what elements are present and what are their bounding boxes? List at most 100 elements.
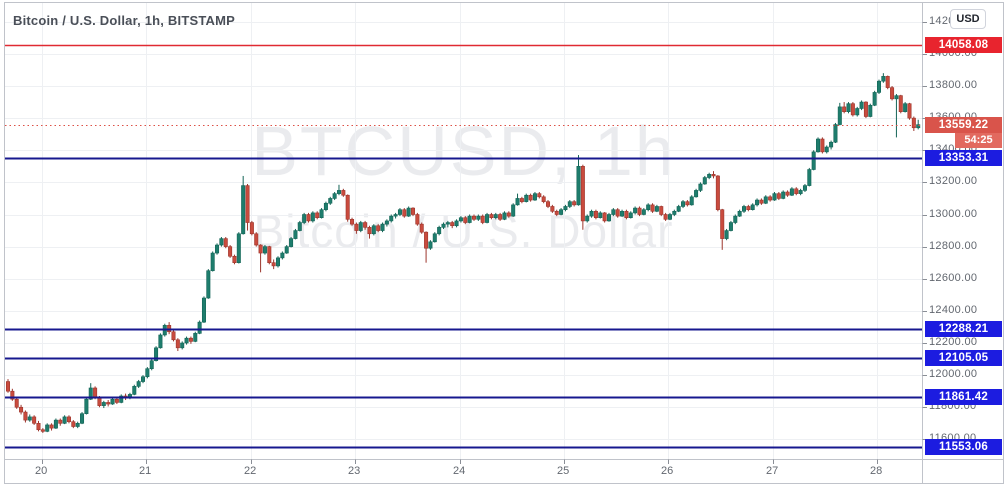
- candle-body: [358, 222, 363, 231]
- candle-body: [53, 419, 58, 429]
- chart-border: [4, 2, 1004, 484]
- candle-body: [881, 76, 886, 82]
- currency-toggle-button[interactable]: USD: [950, 9, 986, 29]
- candle-body: [141, 376, 146, 382]
- candle-body: [659, 206, 664, 215]
- candle-body: [707, 174, 712, 178]
- candle-body: [236, 233, 241, 263]
- candle-body: [567, 201, 572, 207]
- candle-body: [485, 214, 490, 223]
- candle-body: [694, 190, 699, 198]
- candle-body: [97, 397, 102, 406]
- candle-body: [711, 174, 716, 177]
- candle-body: [66, 416, 71, 423]
- candle-body: [907, 103, 912, 119]
- candle-body: [637, 207, 642, 215]
- candle-body: [458, 217, 463, 222]
- candle-body: [345, 194, 350, 220]
- candle-body: [106, 402, 111, 405]
- candle-body: [763, 196, 768, 204]
- candle-body: [759, 199, 764, 204]
- candle-body: [397, 209, 402, 215]
- candle-body: [554, 210, 559, 215]
- candle-body: [267, 246, 272, 263]
- candle-body: [58, 419, 63, 424]
- candle-body: [672, 210, 677, 215]
- candle-body: [32, 416, 37, 424]
- candle-body: [876, 80, 881, 93]
- candle-body: [733, 215, 738, 223]
- candle-body: [724, 230, 729, 239]
- candle-body: [406, 207, 411, 217]
- candle-body: [84, 398, 89, 414]
- candle-body: [432, 233, 437, 243]
- candle-body: [685, 201, 690, 206]
- candle-body: [302, 214, 307, 223]
- candle-body: [75, 423, 80, 427]
- candle-body: [454, 220, 459, 227]
- candle-body: [424, 231, 429, 249]
- candle-body: [816, 138, 821, 153]
- candle-body: [829, 141, 834, 148]
- candle-body: [689, 196, 694, 206]
- candle-body: [506, 212, 511, 217]
- candle-body: [593, 210, 598, 219]
- candle-body: [306, 214, 311, 222]
- candle-body: [363, 222, 368, 228]
- candle-body: [188, 337, 193, 342]
- candle-body: [715, 175, 720, 210]
- candle-body: [19, 406, 24, 413]
- candle-body: [36, 423, 41, 431]
- candle-body: [315, 212, 320, 219]
- candle-body: [323, 202, 328, 210]
- candle-body: [842, 106, 847, 112]
- candle-body: [667, 214, 672, 220]
- candle-body: [681, 201, 686, 207]
- candle-body: [245, 185, 250, 223]
- candle-body: [254, 233, 259, 246]
- candle-body: [737, 210, 742, 217]
- candle-body: [650, 204, 655, 212]
- candle-body: [319, 209, 324, 219]
- candle-body: [419, 223, 424, 233]
- candle-body: [532, 193, 537, 201]
- candle-body: [241, 185, 246, 235]
- candle-body: [402, 209, 407, 217]
- candle-body: [511, 204, 516, 217]
- candle-body: [228, 246, 233, 257]
- candle-body: [785, 191, 790, 196]
- candle-body: [232, 255, 237, 263]
- candle-body: [393, 214, 398, 217]
- candle-body: [646, 204, 651, 210]
- candle-body: [598, 212, 603, 219]
- candle-body: [180, 342, 185, 349]
- candle-body: [62, 416, 67, 424]
- candle-body: [49, 424, 54, 429]
- candle-body: [332, 193, 337, 199]
- candle-body: [350, 219, 355, 225]
- candle-body: [197, 321, 202, 334]
- candle-body: [498, 214, 503, 220]
- candle-body: [846, 103, 851, 112]
- candle-body: [380, 223, 385, 231]
- candle-body: [903, 103, 908, 112]
- candle-body: [798, 190, 803, 194]
- candle-body: [276, 257, 281, 267]
- candle-body: [441, 223, 446, 228]
- candle-body: [781, 191, 786, 199]
- candle-body: [794, 188, 799, 194]
- candle-body: [916, 124, 921, 129]
- candle-body: [463, 217, 468, 223]
- symbol-legend[interactable]: Bitcoin / U.S. Dollar, 1h, BITSTAMP: [13, 13, 236, 28]
- candle-body: [746, 206, 751, 210]
- candle-body: [384, 220, 389, 225]
- candle-body: [728, 222, 733, 231]
- candle-body: [93, 387, 98, 398]
- candle-body: [911, 117, 916, 129]
- candle-body: [471, 215, 476, 220]
- candle-body: [807, 169, 812, 186]
- candle-body: [467, 215, 472, 223]
- candle-body: [824, 146, 829, 153]
- candle-body: [772, 193, 777, 201]
